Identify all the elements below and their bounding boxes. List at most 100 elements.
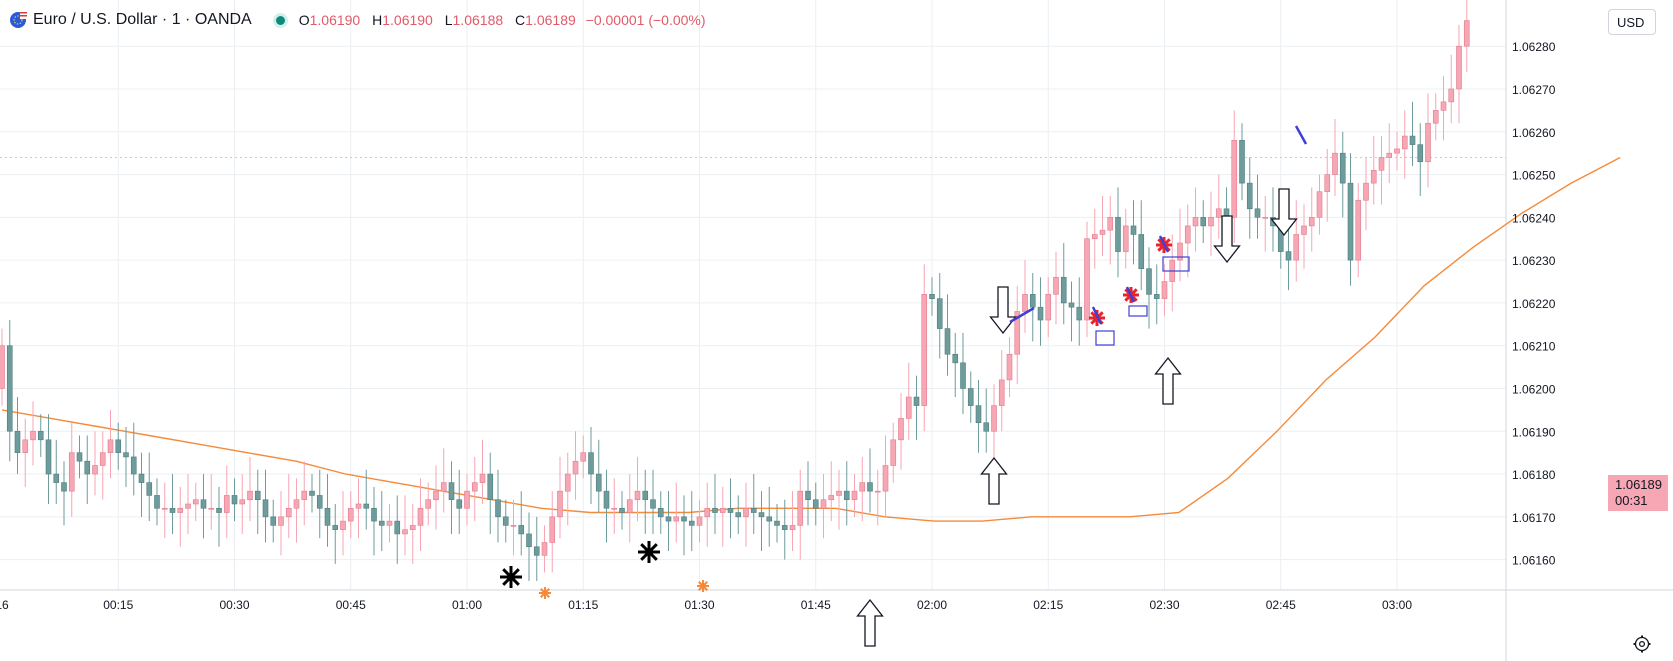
candle-body — [138, 473, 145, 483]
candle-body — [634, 490, 641, 501]
y-tick-label: 1.06160 — [1512, 554, 1556, 568]
y-tick-label: 1.06250 — [1512, 169, 1556, 183]
blue-marker — [1294, 125, 1308, 145]
candle-body — [1208, 217, 1214, 227]
candle-body — [355, 503, 362, 509]
candle-body — [1456, 45, 1462, 90]
candle-body — [1192, 217, 1199, 227]
candle-body — [161, 507, 168, 510]
candle-body — [851, 490, 858, 501]
candle-body — [1347, 182, 1354, 261]
candle-body — [704, 507, 711, 518]
open-label: O — [298, 12, 310, 28]
candle-body — [1068, 302, 1075, 308]
arrow-up-icon — [1154, 356, 1182, 405]
candle-body — [936, 298, 943, 329]
x-tick-label: 00:15 — [103, 598, 133, 612]
candle-body — [502, 516, 509, 526]
candle-body — [340, 520, 346, 530]
candle-body — [1386, 152, 1393, 158]
candle-body — [208, 507, 215, 510]
candle-body — [673, 516, 680, 522]
candle-body — [975, 405, 982, 424]
candle-body — [1153, 294, 1160, 299]
x-tick-label: 01:15 — [568, 598, 598, 612]
gear-icon[interactable] — [1632, 634, 1652, 654]
candle-body — [580, 452, 587, 462]
candle-body — [371, 507, 377, 522]
candle-body — [712, 507, 718, 513]
candle-body — [386, 520, 393, 526]
candle-body — [316, 495, 323, 509]
symbol-title[interactable]: Euro / U.S. Dollar · 1 · OANDA — [33, 11, 252, 28]
change-value: −0.00001 (−0.00%) — [585, 12, 706, 28]
price-axis[interactable]: 1.06160 1.06170 1.06180 1.06190 1.06200 1.062… — [1512, 40, 1556, 567]
candle-body — [479, 473, 486, 483]
x-tick-label: 02:00 — [917, 598, 947, 612]
candle-body — [750, 507, 757, 513]
candle-body — [1177, 242, 1183, 261]
candle-body — [216, 507, 222, 513]
candle-body — [285, 507, 292, 518]
candle-body — [588, 452, 594, 475]
candle-body — [533, 546, 540, 556]
candle-body — [1231, 140, 1238, 218]
arrow-down-icon — [989, 286, 1017, 335]
candle-body — [1146, 268, 1152, 295]
blue-marker — [1158, 235, 1170, 253]
asterisk-black-icon — [500, 566, 522, 588]
close-label: C — [515, 12, 526, 28]
candle-body — [1254, 208, 1261, 218]
candle-body — [1440, 101, 1447, 111]
candle-body — [549, 516, 556, 543]
y-tick-label: 1.06170 — [1512, 511, 1556, 525]
candle-body — [1076, 306, 1083, 321]
open-value: 1.06190 — [309, 12, 361, 28]
candle-body — [254, 490, 261, 501]
candle-body — [30, 430, 36, 441]
candle-body — [905, 396, 912, 419]
candle-body — [45, 439, 52, 475]
candle-body — [564, 473, 571, 492]
arrow-down-icon — [1213, 215, 1241, 264]
currency-button[interactable]: USD — [1608, 9, 1656, 35]
candle-body — [836, 490, 842, 496]
candle-body — [130, 456, 137, 475]
candle-body — [874, 490, 881, 493]
candle-body — [231, 495, 238, 505]
candle-body — [448, 482, 455, 501]
candle-body — [409, 525, 416, 530]
y-tick-label: 1.06180 — [1512, 468, 1556, 482]
candle-body — [200, 499, 207, 509]
candle-body — [890, 439, 897, 466]
high-value: 1.06190 — [382, 12, 433, 28]
candle-body — [347, 507, 354, 522]
asterisk-stroke — [640, 543, 658, 561]
candle-body — [99, 452, 106, 466]
candle-body — [1099, 229, 1106, 235]
candle-body — [657, 507, 664, 518]
candle-body — [991, 405, 997, 432]
asterisk-black-icon — [638, 541, 660, 563]
candle-body — [812, 499, 819, 509]
candle-body — [595, 473, 602, 492]
eur-usd-flag-icon[interactable] — [9, 11, 27, 29]
candle-body — [301, 490, 308, 501]
candle-body — [557, 490, 563, 518]
candle-body — [1432, 110, 1439, 124]
candle-body — [1029, 294, 1036, 308]
candle-body — [239, 499, 246, 505]
market-open-dot-icon — [275, 15, 285, 25]
blue-marker — [1125, 286, 1136, 303]
ohlc-values: O1.06190 H1.06190 L1.06188 C1.06189 −0.0… — [299, 12, 706, 28]
time-axis[interactable]: 16 00:15 00:30 00:45 01:00 01:15 01:30 01:45 02:… — [0, 598, 1412, 612]
candle-body — [983, 422, 990, 432]
x-tick-label: 00:45 — [336, 598, 366, 612]
y-tick-label: 1.06280 — [1512, 40, 1556, 54]
candle-body — [797, 490, 804, 526]
candle-body — [487, 473, 494, 501]
blue-box-marker — [1095, 330, 1115, 346]
candle-body — [960, 362, 966, 389]
